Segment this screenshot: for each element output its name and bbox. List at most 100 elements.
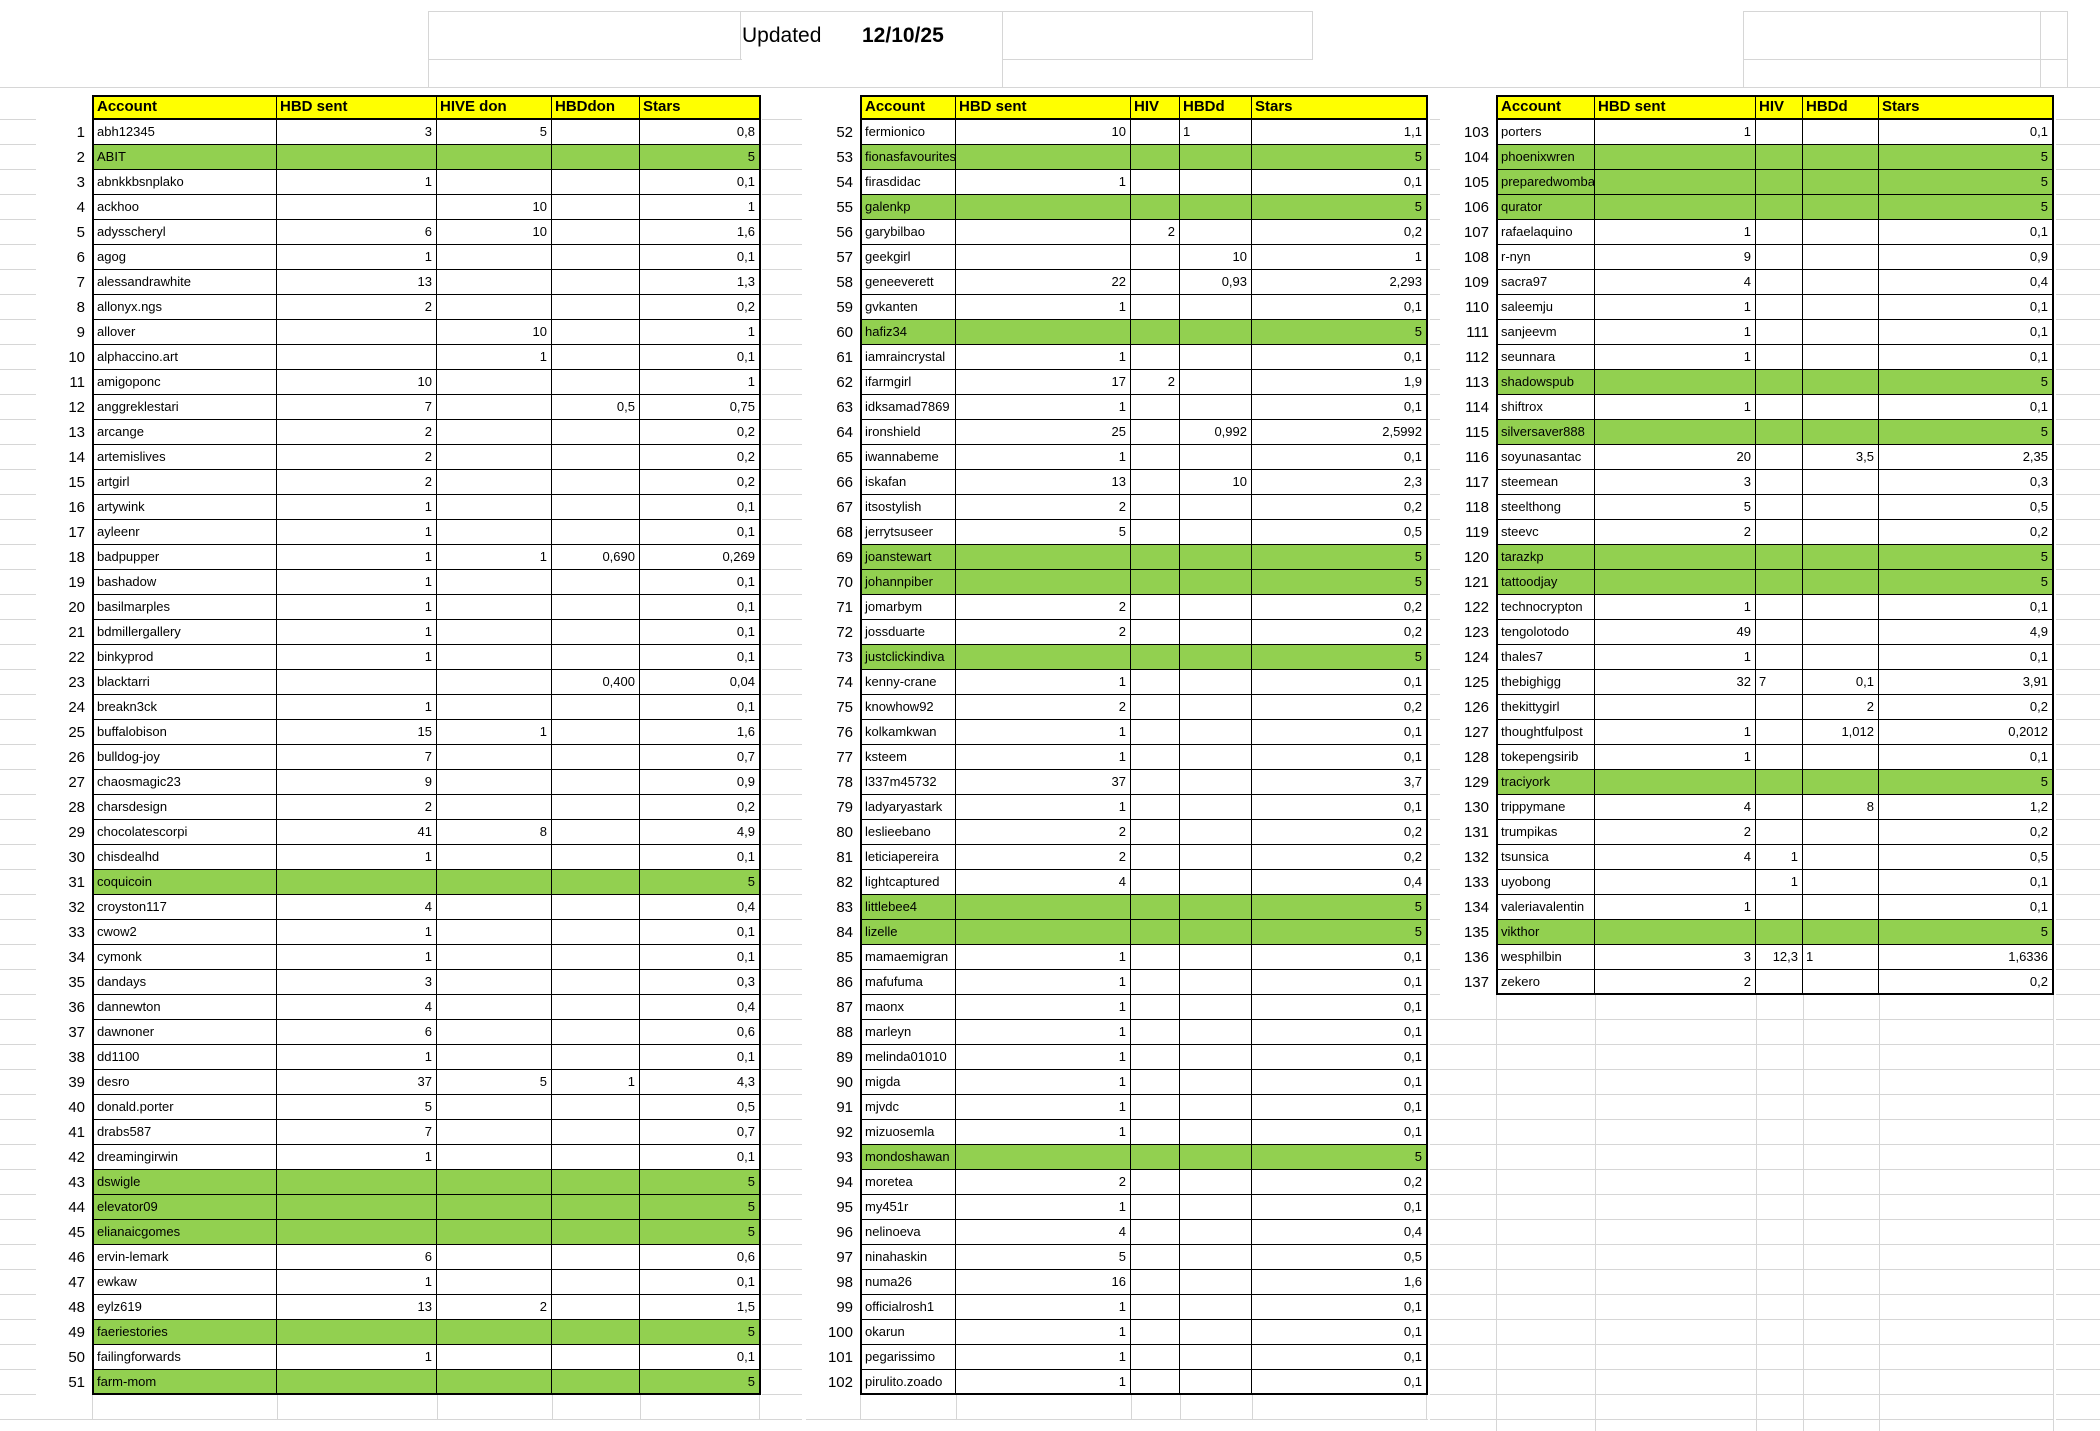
hbdd-cell[interactable] — [1180, 1070, 1252, 1095]
stars-cell[interactable]: 5 — [1879, 420, 2054, 445]
hbdd-cell[interactable] — [1180, 220, 1252, 245]
stars-cell[interactable]: 0,1 — [1252, 670, 1428, 695]
hbd-sent-cell[interactable]: 1 — [956, 1370, 1131, 1395]
row-number-cell[interactable]: 101 — [827, 1349, 853, 1366]
hive-cell[interactable] — [1131, 670, 1180, 695]
hbd-sent-cell[interactable]: 1 — [956, 1195, 1131, 1220]
hbdd-cell[interactable] — [1803, 320, 1879, 345]
hbdd-cell[interactable] — [1803, 295, 1879, 320]
row-number-cell[interactable]: 133 — [1463, 874, 1489, 891]
hive-cell[interactable] — [437, 1270, 552, 1295]
hbd-sent-cell[interactable] — [1595, 370, 1756, 395]
hive-cell[interactable]: 10 — [437, 195, 552, 220]
stars-cell[interactable]: 0,5 — [1879, 495, 2054, 520]
row-number-cell[interactable]: 18 — [68, 549, 85, 566]
hbd-sent-cell[interactable]: 2 — [956, 820, 1131, 845]
account-cell[interactable]: iwannabeme — [860, 445, 956, 470]
hbd-sent-cell[interactable]: 2 — [1595, 520, 1756, 545]
column-header[interactable]: HBD sent — [956, 95, 1131, 120]
hbdd-cell[interactable] — [1180, 695, 1252, 720]
stars-cell[interactable]: 0,2 — [640, 295, 761, 320]
hbdd-cell[interactable] — [552, 995, 640, 1020]
hive-cell[interactable] — [437, 1170, 552, 1195]
hbdd-cell[interactable] — [1180, 145, 1252, 170]
stars-cell[interactable]: 2,3 — [1252, 470, 1428, 495]
stars-cell[interactable]: 5 — [1879, 145, 2054, 170]
row-number-cell[interactable]: 7 — [76, 274, 85, 291]
row-number-cell[interactable]: 15 — [68, 474, 85, 491]
hive-cell[interactable] — [437, 795, 552, 820]
stars-cell[interactable]: 0,2 — [640, 420, 761, 445]
stars-cell[interactable]: 0,1 — [1252, 970, 1428, 995]
hbdd-cell[interactable] — [1803, 495, 1879, 520]
hive-cell[interactable] — [1131, 195, 1180, 220]
stars-cell[interactable]: 5 — [1879, 570, 2054, 595]
account-cell[interactable]: coquicoin — [92, 870, 277, 895]
hive-cell[interactable] — [1756, 395, 1803, 420]
stars-cell[interactable]: 0,1 — [1252, 995, 1428, 1020]
hbdd-cell[interactable] — [1180, 1295, 1252, 1320]
row-number-cell[interactable]: 90 — [836, 1074, 853, 1091]
hive-cell[interactable] — [1756, 770, 1803, 795]
stars-cell[interactable]: 0,5 — [640, 1095, 761, 1120]
hive-cell[interactable] — [437, 1195, 552, 1220]
stars-cell[interactable]: 5 — [1252, 545, 1428, 570]
account-cell[interactable]: binkyprod — [92, 645, 277, 670]
hive-cell[interactable] — [1756, 820, 1803, 845]
hbd-sent-cell[interactable]: 1 — [277, 245, 437, 270]
hbd-sent-cell[interactable]: 1 — [956, 720, 1131, 745]
hbdd-cell[interactable]: 0,400 — [552, 670, 640, 695]
hbd-sent-cell[interactable]: 1 — [956, 795, 1131, 820]
row-number-cell[interactable]: 89 — [836, 1049, 853, 1066]
hbdd-cell[interactable] — [552, 745, 640, 770]
hive-cell[interactable] — [1131, 1195, 1180, 1220]
hive-cell[interactable]: 8 — [437, 820, 552, 845]
hive-cell[interactable] — [437, 1020, 552, 1045]
hbd-sent-cell[interactable] — [1595, 170, 1756, 195]
stars-cell[interactable]: 1,6 — [640, 720, 761, 745]
stars-cell[interactable]: 0,1 — [1252, 1120, 1428, 1145]
account-cell[interactable]: allover — [92, 320, 277, 345]
hive-cell[interactable] — [437, 595, 552, 620]
stars-cell[interactable]: 0,2 — [1879, 695, 2054, 720]
row-number-cell[interactable]: 97 — [836, 1249, 853, 1266]
hbd-sent-cell[interactable]: 3 — [1595, 945, 1756, 970]
hbdd-cell[interactable] — [1180, 1195, 1252, 1220]
account-cell[interactable]: dreamingirwin — [92, 1145, 277, 1170]
hbd-sent-cell[interactable]: 1 — [277, 570, 437, 595]
stars-cell[interactable]: 0,4 — [640, 995, 761, 1020]
hbdd-cell[interactable] — [1180, 320, 1252, 345]
hbdd-cell[interactable] — [1180, 920, 1252, 945]
account-cell[interactable]: maonx — [860, 995, 956, 1020]
hbd-sent-cell[interactable]: 1 — [1595, 720, 1756, 745]
hive-cell[interactable] — [1756, 620, 1803, 645]
row-number-cell[interactable]: 54 — [836, 174, 853, 191]
row-number-cell[interactable]: 23 — [68, 674, 85, 691]
stars-cell[interactable]: 5 — [640, 1370, 761, 1395]
stars-cell[interactable]: 0,1 — [1879, 320, 2054, 345]
hbd-sent-cell[interactable]: 1 — [277, 1270, 437, 1295]
hbd-sent-cell[interactable]: 1 — [1595, 345, 1756, 370]
account-cell[interactable]: anggreklestari — [92, 395, 277, 420]
stars-cell[interactable]: 0,1 — [640, 645, 761, 670]
hbd-sent-cell[interactable]: 2 — [277, 420, 437, 445]
stars-cell[interactable]: 1,6336 — [1879, 945, 2054, 970]
row-number-cell[interactable]: 79 — [836, 799, 853, 816]
stars-cell[interactable]: 5 — [640, 1170, 761, 1195]
hbd-sent-cell[interactable] — [956, 645, 1131, 670]
account-cell[interactable]: steelthong — [1496, 495, 1595, 520]
row-number-cell[interactable]: 129 — [1463, 774, 1489, 791]
hbdd-cell[interactable] — [1803, 570, 1879, 595]
hbd-sent-cell[interactable]: 3 — [277, 120, 437, 145]
hbd-sent-cell[interactable] — [1595, 695, 1756, 720]
hive-cell[interactable]: 5 — [437, 1070, 552, 1095]
hbdd-cell[interactable] — [1180, 870, 1252, 895]
hbd-sent-cell[interactable]: 1 — [1595, 745, 1756, 770]
row-number-cell[interactable]: 106 — [1463, 199, 1489, 216]
column-header[interactable]: Stars — [1252, 95, 1428, 120]
hive-cell[interactable] — [1131, 595, 1180, 620]
hive-cell[interactable] — [437, 1145, 552, 1170]
account-cell[interactable]: allonyx.ngs — [92, 295, 277, 320]
row-number-cell[interactable]: 33 — [68, 924, 85, 941]
stars-cell[interactable]: 0,6 — [640, 1245, 761, 1270]
